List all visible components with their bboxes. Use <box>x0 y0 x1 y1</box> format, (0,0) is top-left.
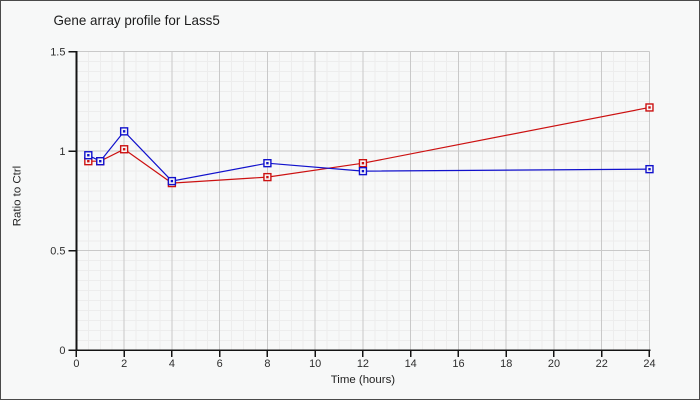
blue-series-line <box>88 130 650 182</box>
red-series-marker-dot <box>361 161 365 165</box>
red-series-marker-dot <box>122 148 126 151</box>
red-series-marker-dot <box>266 175 269 179</box>
x-tick-label: 20 <box>548 358 560 370</box>
x-tick-label: 14 <box>405 358 417 370</box>
blue-series-marker-dot <box>87 154 90 157</box>
y-axis-label: Ratio to Ctrl <box>12 166 24 226</box>
y-tick-label: 1 <box>59 146 65 158</box>
x-tick-label: 18 <box>500 358 512 370</box>
x-tick-label: 2 <box>121 358 127 370</box>
blue-series-marker-dot <box>99 160 102 163</box>
x-tick-label: 24 <box>643 358 655 370</box>
blue-series-marker-dot <box>122 130 126 133</box>
y-tick-label: 0 <box>59 345 65 357</box>
x-tick-label: 16 <box>452 358 464 370</box>
x-tick-label: 22 <box>596 358 608 370</box>
blue-series-marker-dot <box>266 161 269 165</box>
series-lines <box>84 103 654 188</box>
y-tick-label: 0.5 <box>50 246 65 258</box>
blue-series-marker-dot <box>648 167 651 171</box>
x-tick-label: 12 <box>357 358 369 370</box>
red-series-marker-dot <box>87 160 90 163</box>
x-tick-label: 4 <box>169 358 175 370</box>
chart-title: Gene array profile for Lass5 <box>53 13 219 28</box>
blue-series-marker-dot <box>170 179 174 183</box>
x-tick-label: 10 <box>309 358 321 370</box>
gridlines-major <box>76 51 650 351</box>
y-tick-label: 1.5 <box>50 47 65 59</box>
red-series-marker-dot <box>648 106 651 109</box>
x-tick-label: 6 <box>217 358 223 370</box>
red-series-line <box>88 106 650 184</box>
x-tick-label: 8 <box>264 358 270 370</box>
x-tick-label: 0 <box>73 358 79 370</box>
blue-series-marker-dot <box>361 169 365 173</box>
axes <box>68 50 651 358</box>
x-axis-label: Time (hours) <box>331 374 396 386</box>
